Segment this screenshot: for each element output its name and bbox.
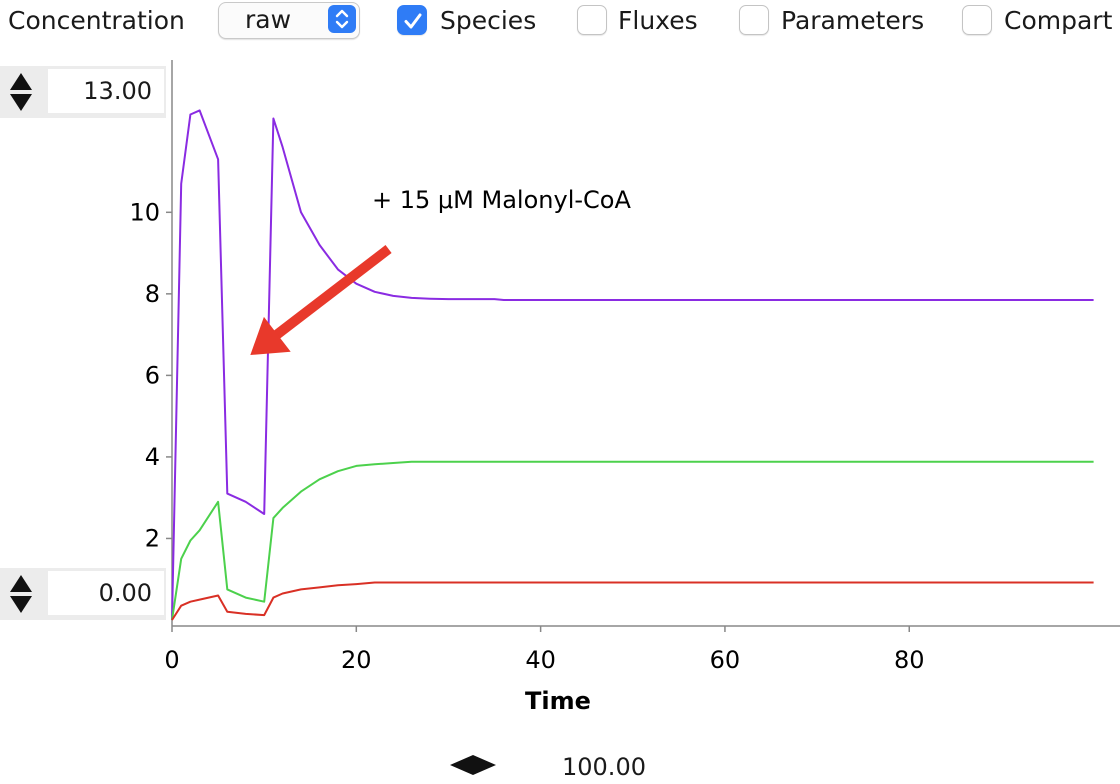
chevron-up-down-icon (328, 5, 356, 33)
x-tick-label: 80 (894, 646, 925, 674)
y-ticks: 2 4 6 8 10 (129, 198, 172, 552)
scale-select-value: raw (245, 5, 292, 34)
scale-select[interactable]: raw (218, 2, 360, 39)
series-line-2 (171, 581, 1094, 621)
y-min-value: 0.00 (98, 579, 152, 607)
species-checkbox-label[interactable]: Species (440, 6, 537, 35)
annotation-arrow-head (250, 316, 291, 355)
y-tick-label: 8 (145, 280, 160, 308)
toolbar: Concentration raw Species Fluxes Paramet… (0, 0, 1120, 44)
y-tick-label: 10 (129, 198, 160, 226)
parameters-checkbox-label[interactable]: Parameters (781, 6, 925, 35)
fluxes-checkbox[interactable] (577, 5, 607, 35)
y-min-spinner[interactable]: 0.00 (0, 568, 166, 620)
x-tick-label: 40 (525, 646, 556, 674)
spinner-arrows-icon[interactable] (6, 71, 36, 113)
compartments-checkbox[interactable] (962, 5, 992, 35)
y-tick-label: 2 (145, 524, 160, 552)
concentration-label: Concentration (8, 6, 185, 35)
y-max-spinner[interactable]: 13.00 (0, 66, 166, 118)
parameters-checkbox[interactable] (739, 5, 769, 35)
x-tick-label: 60 (710, 646, 741, 674)
compartments-checkbox-label[interactable]: Compart (1004, 6, 1113, 35)
x-axis-label: Time (525, 687, 591, 715)
y-tick-label: 4 (145, 443, 160, 471)
y-max-value: 13.00 (83, 77, 152, 105)
time-slider-handle-icon[interactable] (450, 752, 496, 778)
time-value: 100.00 (562, 753, 646, 781)
annotation-text: + 15 μM Malonyl-CoA (372, 186, 631, 214)
fluxes-checkbox-label[interactable]: Fluxes (618, 6, 698, 35)
checkmark-icon (404, 13, 422, 29)
species-checkbox[interactable] (397, 5, 427, 35)
annotation-layer: + 15 μM Malonyl-CoA (250, 186, 631, 355)
series-layer (171, 109, 1094, 621)
series-line-1 (171, 460, 1094, 621)
annotation-arrow-shaft (272, 245, 392, 340)
spinner-arrows-icon[interactable] (6, 573, 36, 615)
x-tick-label: 20 (341, 646, 372, 674)
series-line-0 (171, 109, 1094, 621)
y-max-field[interactable]: 13.00 (48, 69, 164, 113)
y-min-field[interactable]: 0.00 (48, 571, 164, 615)
y-tick-label: 6 (145, 361, 160, 389)
x-ticks: 0 20 40 60 80 (164, 626, 925, 674)
x-tick-label: 0 (164, 646, 179, 674)
